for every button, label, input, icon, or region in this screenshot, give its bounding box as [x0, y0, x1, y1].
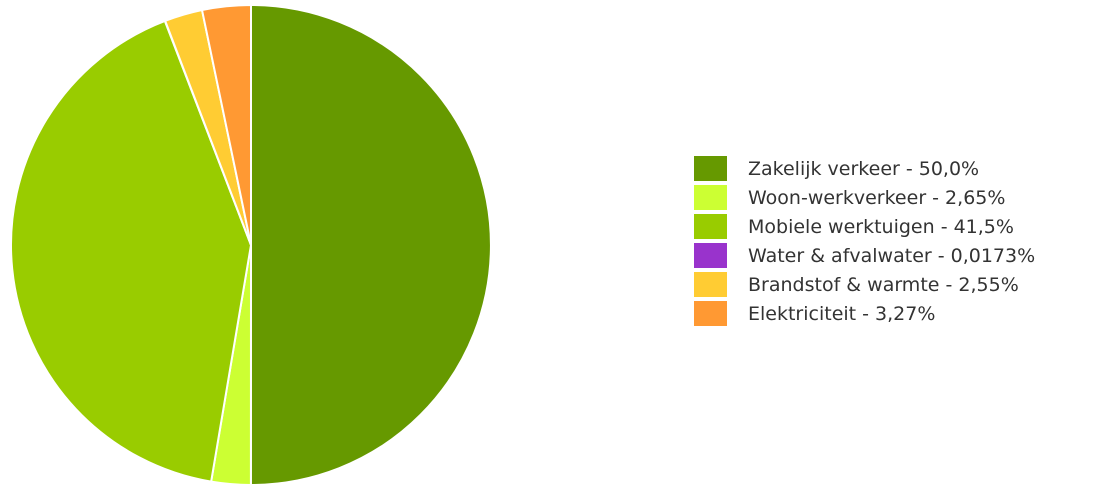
legend-item-4: Brandstof & warmte - 2,55% [694, 272, 1019, 297]
legend-swatch-3 [694, 243, 727, 268]
legend-label-5: Elektriciteit - 3,27% [748, 303, 935, 325]
legend-item-5: Elektriciteit - 3,27% [694, 301, 935, 326]
legend-label-1: Woon-werkverkeer - 2,65% [748, 187, 1005, 209]
legend-item-3: Water & afvalwater - 0,0173% [694, 243, 1035, 268]
pie-slice-0 [249, 4, 492, 484]
pie-slice-5 [201, 4, 252, 246]
legend-label-3: Water & afvalwater - 0,0173% [748, 245, 1035, 267]
legend-label-0: Zakelijk verkeer - 50,0% [748, 158, 979, 180]
legend-swatch-4 [694, 272, 727, 297]
legend-item-0: Zakelijk verkeer - 50,0% [694, 156, 979, 181]
legend-swatch-0 [694, 156, 727, 181]
legend-swatch-1 [694, 185, 727, 210]
legend: Zakelijk verkeer - 50,0% Woon-werkverkeer… [694, 156, 1035, 326]
legend-label-2: Mobiele werktuigen - 41,5% [748, 216, 1014, 238]
pie-group [10, 4, 492, 484]
legend-swatch-2 [694, 214, 727, 239]
legend-swatch-5 [694, 301, 727, 326]
legend-item-1: Woon-werkverkeer - 2,65% [694, 185, 1005, 210]
pie-slice-2 [10, 19, 252, 483]
legend-item-2: Mobiele werktuigen - 41,5% [694, 214, 1014, 239]
legend-label-4: Brandstof & warmte - 2,55% [748, 274, 1019, 296]
